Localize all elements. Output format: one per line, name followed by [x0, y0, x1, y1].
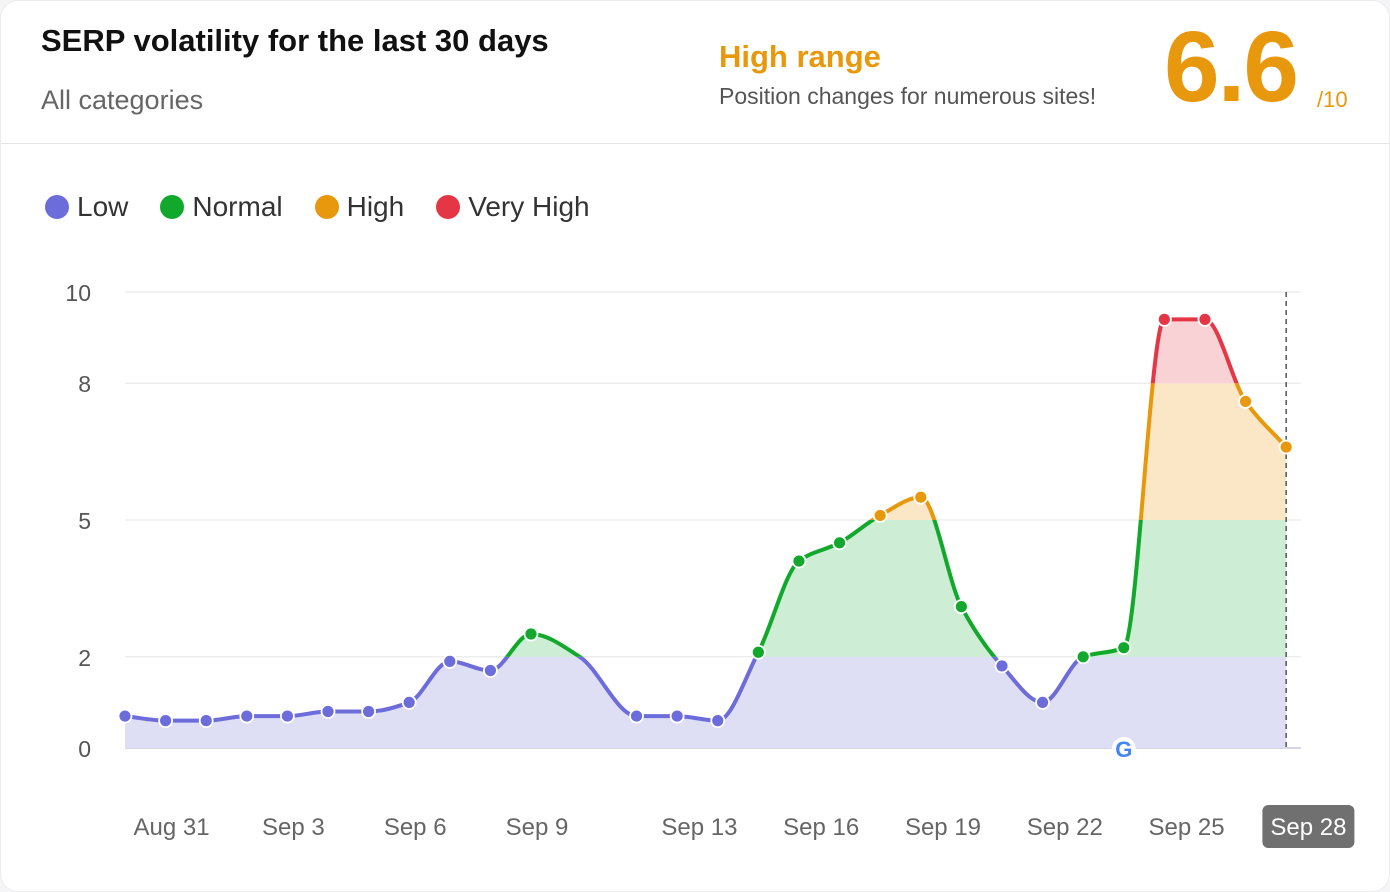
- y-tick-label: 8: [78, 371, 91, 397]
- data-point: [1238, 394, 1253, 409]
- y-tick-label: 2: [78, 645, 91, 671]
- data-point: [320, 704, 336, 719]
- y-tick-label: 10: [65, 280, 91, 306]
- data-point: [117, 708, 133, 724]
- google-icon-bg: [1111, 737, 1136, 761]
- data-point: [1156, 311, 1172, 327]
- data-point: [482, 663, 498, 678]
- y-tick-label: 5: [78, 508, 91, 534]
- card-header: SERP volatility for the last 30 days All…: [1, 1, 1389, 144]
- x-tick-label: Sep 19: [905, 814, 981, 841]
- legend-item-normal[interactable]: Normal: [160, 191, 283, 223]
- data-point: [1116, 640, 1132, 656]
- card-title: SERP volatility for the last 30 days: [41, 23, 549, 58]
- data-point: [629, 708, 644, 724]
- data-point: [832, 535, 847, 551]
- score-denominator: /10: [1317, 87, 1348, 112]
- legend-item-high[interactable]: High: [314, 191, 405, 223]
- x-tick-label: Sep 3: [262, 814, 325, 841]
- data-point: [913, 489, 929, 505]
- range-label: High range: [719, 39, 881, 74]
- google-icon-letter: G: [1115, 737, 1132, 762]
- legend-label-very-high: Very High: [468, 191, 590, 222]
- data-point: [1075, 649, 1091, 665]
- data-point: [401, 695, 417, 710]
- x-tick-label: Sep 6: [384, 814, 447, 841]
- area-band-normal: [507, 520, 1287, 657]
- data-point: [872, 508, 888, 523]
- data-point: [1197, 311, 1213, 327]
- x-tick-label: Aug 31: [134, 814, 210, 841]
- area-band-high: [872, 383, 1287, 521]
- area-band-low: [125, 656, 1287, 748]
- volatility-score: 6.6: [1164, 11, 1299, 123]
- x-tick-label: Sep 28: [1270, 814, 1346, 841]
- data-point: [361, 704, 377, 719]
- data-point: [1278, 439, 1294, 455]
- data-point: [442, 653, 458, 669]
- legend-label-low: Low: [77, 191, 129, 222]
- legend-label-high: High: [346, 191, 405, 222]
- legend-item-very-high[interactable]: Very High: [436, 191, 590, 223]
- data-point: [953, 599, 969, 615]
- x-tick-highlight: [1262, 805, 1355, 848]
- data-point: [710, 713, 726, 729]
- x-tick-label: Sep 16: [783, 814, 859, 841]
- google-update-icon: G: [1111, 737, 1136, 762]
- data-point: [994, 658, 1010, 674]
- data-point: [523, 626, 539, 642]
- data-point: [279, 708, 295, 724]
- data-point: [791, 553, 807, 569]
- legend-dot-low: [45, 195, 69, 219]
- range-description: Position changes for numerous sites!: [719, 83, 1097, 109]
- data-point: [198, 713, 214, 729]
- x-tick-label: Sep 13: [661, 814, 737, 841]
- x-tick-label: Sep 22: [1027, 814, 1103, 841]
- x-tick-label: Sep 25: [1149, 814, 1225, 841]
- x-tick-label: Sep 9: [506, 814, 569, 841]
- legend-dot-high: [314, 195, 339, 219]
- legend-label-normal: Normal: [192, 191, 283, 222]
- area-band-very-high: [1152, 319, 1237, 384]
- data-point: [669, 708, 685, 724]
- data-point: [750, 644, 766, 660]
- data-point: [158, 713, 174, 729]
- legend-dot-very-high: [436, 195, 461, 219]
- y-tick-label: 0: [78, 736, 91, 762]
- data-point: [1035, 695, 1050, 710]
- legend-item-low[interactable]: Low: [45, 191, 128, 223]
- chart-legend: Low Normal High Very High: [45, 191, 622, 223]
- data-point: [239, 708, 255, 724]
- category-selector[interactable]: All categories: [41, 85, 204, 115]
- legend-dot-normal: [160, 195, 185, 219]
